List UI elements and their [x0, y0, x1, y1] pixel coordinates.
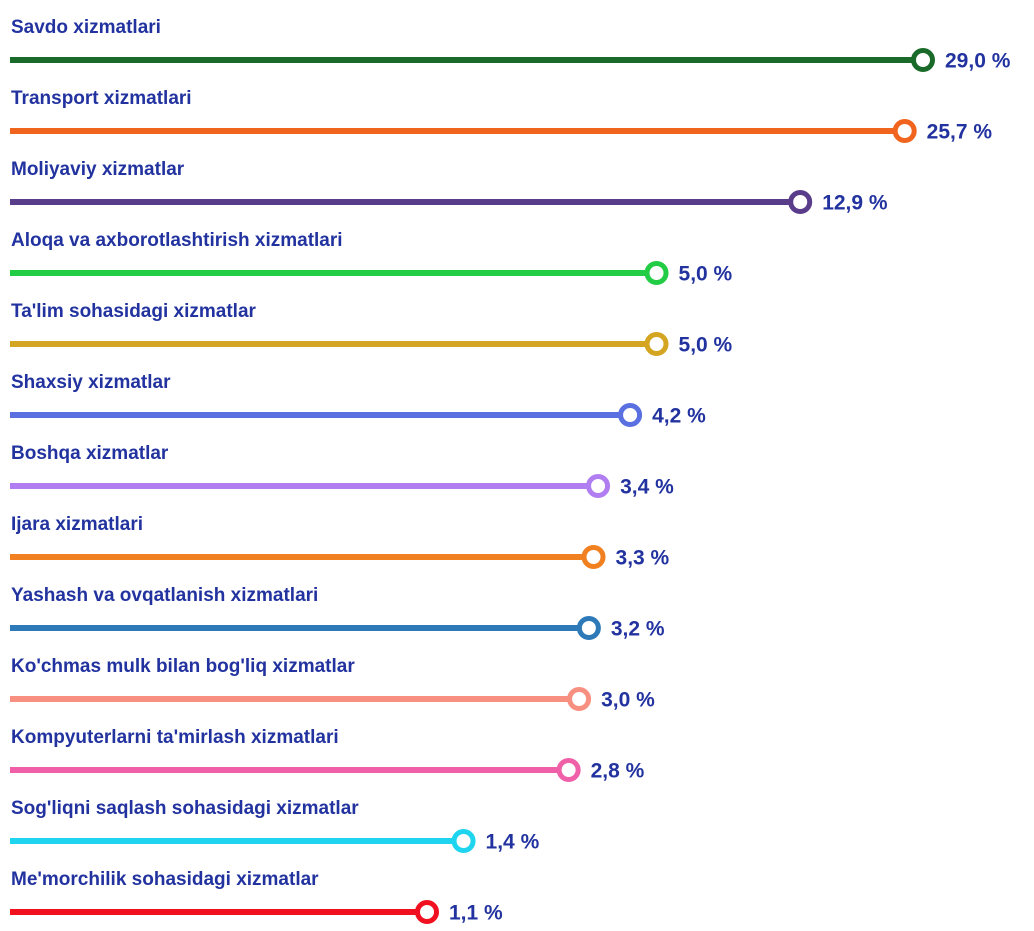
- dot: [581, 545, 606, 569]
- value-label: 3,0 %: [601, 689, 655, 712]
- value-label: 29,0 %: [945, 50, 1011, 73]
- category-label: Savdo xizmatlari: [11, 17, 161, 38]
- category-label: Kompyuterlarni ta'mirlash xizmatlari: [11, 727, 339, 748]
- dot: [892, 119, 917, 143]
- dot: [618, 403, 643, 427]
- category-label: Moliyaviy xizmatlar: [11, 159, 185, 180]
- dot: [644, 332, 669, 356]
- category-label: Aloqa va axborotlashtirish xizmatlari: [11, 230, 343, 251]
- dot: [644, 261, 669, 285]
- dot: [586, 474, 611, 498]
- dot: [556, 758, 581, 782]
- category-label: Transport xizmatlari: [11, 88, 192, 109]
- value-label: 3,3 %: [616, 547, 670, 570]
- value-label: 1,4 %: [486, 831, 540, 854]
- dot: [451, 829, 476, 853]
- value-label: 1,1 %: [449, 902, 503, 925]
- category-label: Ko'chmas mulk bilan bog'liq xizmatlar: [11, 656, 355, 677]
- category-label: Sog'liqni saqlash sohasidagi xizmatlar: [11, 798, 359, 819]
- category-label: Yashash va ovqatlanish xizmatlari: [11, 585, 318, 606]
- category-label: Ta'lim sohasidagi xizmatlar: [11, 301, 257, 322]
- value-label: 3,2 %: [611, 618, 665, 641]
- value-label: 25,7 %: [927, 121, 993, 144]
- dot: [567, 687, 592, 711]
- value-label: 3,4 %: [620, 476, 674, 499]
- dot: [911, 48, 935, 72]
- value-label: 5,0 %: [679, 334, 733, 357]
- category-label: Boshqa xizmatlar: [11, 443, 169, 464]
- dot: [788, 190, 813, 214]
- category-label: Me'morchilik sohasidagi xizmatlar: [11, 869, 319, 890]
- dot: [576, 616, 601, 640]
- value-label: 2,8 %: [591, 760, 645, 783]
- category-label: Ijara xizmatlari: [11, 514, 143, 535]
- value-label: 5,0 %: [679, 263, 733, 286]
- dot: [415, 900, 439, 924]
- value-label: 12,9 %: [822, 192, 888, 215]
- category-label: Shaxsiy xizmatlar: [11, 372, 171, 393]
- value-label: 4,2 %: [652, 405, 706, 428]
